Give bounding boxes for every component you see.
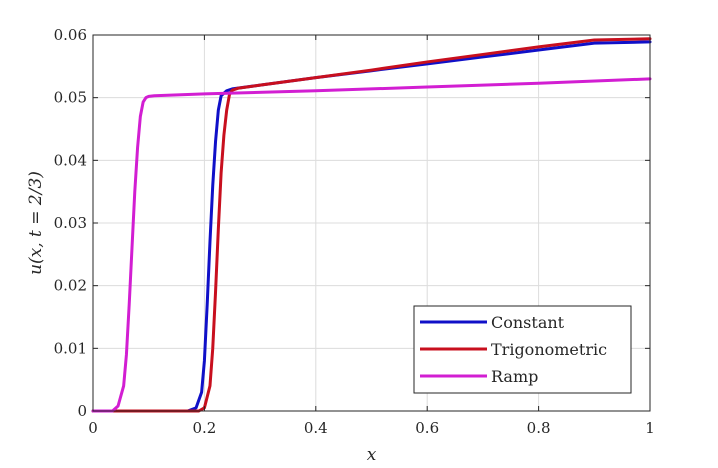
x-tick-label: 0.4 [304, 419, 328, 437]
series-line-constant [91, 40, 652, 413]
x-tick-label: 0.8 [527, 419, 551, 437]
axis-ticks: 0 0.2 0.4 0.6 0.8 1 0 0.01 0.02 0.03 0.04 0.05 0.06 [54, 26, 655, 437]
legend-label-trigonometric: Trigonometric [491, 340, 607, 359]
series-line-ramp [91, 77, 652, 413]
legend-label-constant: Constant [491, 313, 565, 332]
y-tick-label: 0.05 [54, 89, 87, 107]
y-tick-label: 0.03 [54, 214, 87, 232]
x-tick-label: 1 [645, 419, 655, 437]
y-axis-label: u(x, t = 2/3) [26, 171, 46, 275]
y-tick-label: 0.06 [54, 26, 87, 44]
series-lines [91, 37, 652, 413]
x-tick-label: 0 [88, 419, 98, 437]
grid-lines [92, 34, 651, 412]
y-tick-label: 0.02 [54, 277, 87, 295]
x-tick-label: 0.6 [415, 419, 439, 437]
y-tick-label: 0.04 [54, 151, 87, 169]
legend: Constant Trigonometric Ramp [413, 305, 632, 394]
x-axis-label: x [367, 445, 377, 465]
legend-label-ramp: Ramp [491, 367, 538, 386]
x-tick-label: 0.2 [192, 419, 216, 437]
y-tick-label: 0.01 [54, 339, 87, 357]
y-tick-label: 0 [77, 402, 87, 420]
